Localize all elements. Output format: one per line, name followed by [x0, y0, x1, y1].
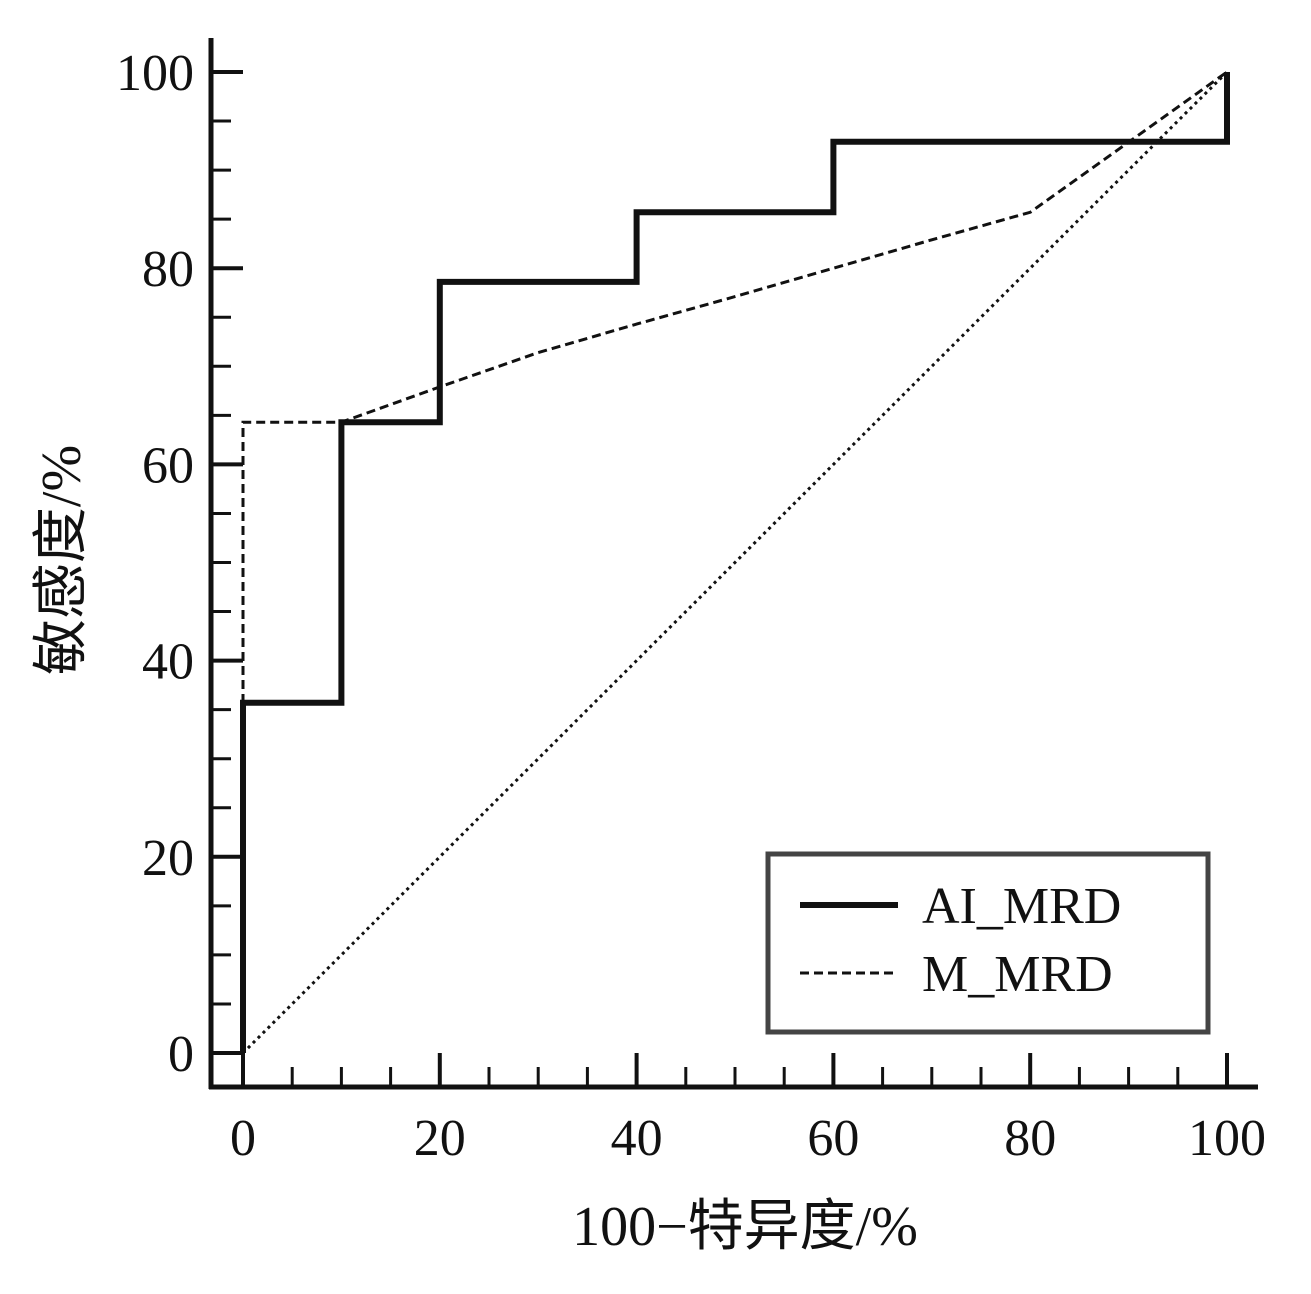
legend-box [765, 851, 1211, 1035]
y-tick-label: 80 [142, 241, 194, 298]
y-tick-label: 40 [142, 634, 194, 691]
y-tick-label: 20 [142, 830, 194, 887]
x-tick-label: 100 [1188, 1110, 1266, 1167]
y-tick-label: 60 [142, 437, 194, 494]
series-layer [240, 70, 1230, 1055]
legend-label: M_MRD [922, 946, 1113, 1003]
x-tick-label: 20 [414, 1110, 466, 1167]
x-tick-label: 60 [807, 1110, 859, 1167]
ai-mrd-curve [240, 72, 1230, 1053]
legend: AI_MRD M_MRD [765, 851, 1211, 1035]
reference-diagonal [241, 70, 1229, 1055]
m-mrd-curve [241, 70, 1228, 1053]
legend-label: AI_MRD [922, 878, 1121, 935]
axes: 0 20 40 60 80 100 0 20 40 60 80 100 [116, 38, 1266, 1167]
x-tick-label: 40 [611, 1110, 663, 1167]
x-tick-label: 80 [1004, 1110, 1056, 1167]
x-tick-label: 0 [230, 1110, 256, 1167]
y-tick-label: 0 [168, 1026, 194, 1083]
y-axis-title: 敏感度/% [31, 445, 93, 675]
x-axis-title: 100−特异度/% [572, 1196, 918, 1258]
y-tick-label: 100 [116, 45, 194, 102]
